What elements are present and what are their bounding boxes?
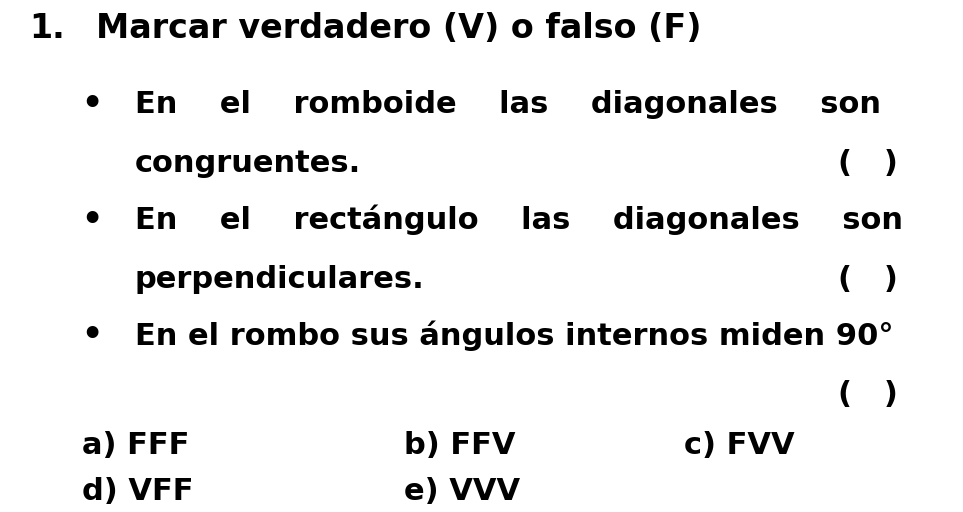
- Text: perpendiculares.: perpendiculares.: [135, 265, 425, 293]
- Text: c) FVV: c) FVV: [684, 431, 794, 460]
- Text: En el rombo sus ángulos internos miden 90°: En el rombo sus ángulos internos miden 9…: [135, 320, 894, 351]
- Text: En    el    rectángulo    las    diagonales    son: En el rectángulo las diagonales son: [135, 205, 903, 236]
- Text: b) FFV: b) FFV: [404, 431, 516, 460]
- Text: •: •: [81, 204, 102, 237]
- Text: 1.: 1.: [29, 12, 65, 45]
- Text: d) VFF: d) VFF: [82, 477, 194, 506]
- Text: e) VVV: e) VVV: [404, 477, 521, 506]
- Text: •: •: [81, 319, 102, 352]
- Text: (   ): ( ): [838, 150, 898, 178]
- Text: En    el    romboide    las    diagonales    son: En el romboide las diagonales son: [135, 91, 881, 119]
- Text: congruentes.: congruentes.: [135, 150, 361, 178]
- Text: (   ): ( ): [838, 265, 898, 293]
- Text: a) FFF: a) FFF: [82, 431, 190, 460]
- Text: •: •: [81, 89, 102, 121]
- Text: (   ): ( ): [838, 380, 898, 409]
- Text: Marcar verdadero (V) o falso (F): Marcar verdadero (V) o falso (F): [96, 12, 702, 45]
